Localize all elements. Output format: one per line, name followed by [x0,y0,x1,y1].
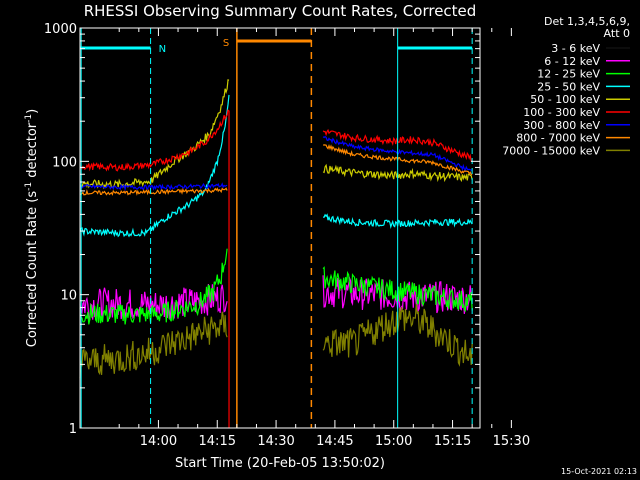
y-tick-label: 100 [52,155,77,170]
plot-frame [79,27,481,429]
legend-label: 300 - 800 keV [523,119,600,132]
x-tick-label: 15:15 [434,434,471,449]
series-trace [79,248,228,325]
legend-label: 800 - 7000 keV [516,132,600,145]
x-tick-label: 15:30 [493,434,530,449]
series-trace [79,187,228,196]
y-tick-label: 10 [60,289,77,304]
series-trace [322,386,445,428]
legend-label: 50 - 100 keV [530,93,600,106]
legend-header-line-2: Att 0 [604,27,630,40]
x-tick-label: 14:00 [140,434,177,449]
annotation-layer: NS [80,28,473,428]
axis-layer: 14:00 14:15 14:30 14:45 15:00 15:15 15:30 1 10 10… [44,22,530,449]
series-trace [79,79,230,190]
x-axis-label-prefix: Start Time [175,456,243,471]
series-trace [79,311,228,379]
legend-label: 100 - 300 keV [523,106,600,119]
x-tick-label: 14:45 [316,434,353,449]
x-axis-start-time: (20-Feb-05 13:50:02) [247,456,385,471]
legend-label: 3 - 6 keV [551,42,600,55]
series-trace [79,284,228,321]
series-trace [79,94,230,238]
y-tick-label: 1 [69,422,77,437]
legend-label: 7000 - 15000 keV [502,144,600,157]
chart-title: RHESSI Observing Summary Count Rates, Co… [84,2,477,20]
saa-label: S [223,38,229,49]
legend-label: 25 - 50 keV [537,80,600,93]
night-label: N [159,44,166,55]
x-axis-label: Start Time (20-Feb-05 13:50:02) [175,456,385,471]
x-tick-label: 14:15 [199,434,236,449]
series-trace [79,109,230,172]
legend-label: 12 - 25 keV [537,68,600,81]
y-tick-label: 1000 [44,22,77,37]
x-tick-label: 15:00 [375,434,412,449]
legend-header-line-1: Det 1,3,4,5,6,9, [544,15,630,28]
x-tick-label: 14:30 [257,434,294,449]
legend-label: 6 - 12 keV [544,55,600,68]
series-trace [79,182,228,192]
timestamp: 15-Oct-2021 02:13 [561,467,637,476]
y-axis-label: Corrected Count Rate (s-1 detector-1) [24,109,40,347]
